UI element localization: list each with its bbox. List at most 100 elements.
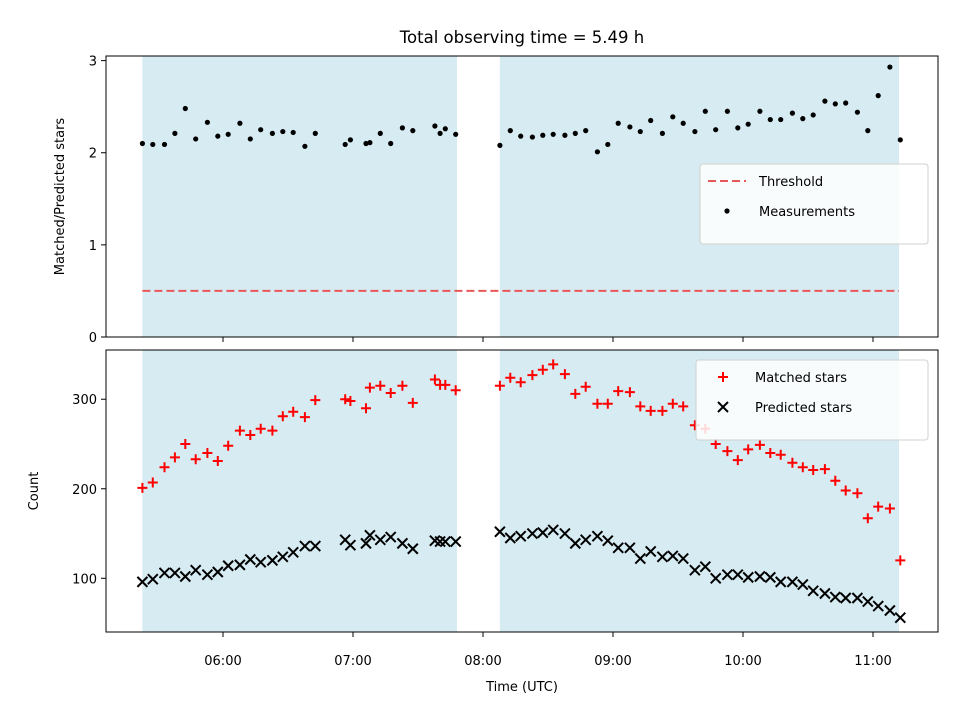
data-point — [494, 526, 506, 538]
data-point — [713, 127, 719, 133]
data-point — [645, 405, 656, 416]
y-axis-label: Count — [27, 472, 42, 511]
data-point — [764, 571, 777, 584]
data-point — [732, 568, 744, 581]
data-point — [692, 128, 698, 135]
data-point — [648, 117, 654, 124]
data-point — [822, 98, 828, 104]
data-point — [745, 121, 751, 127]
legend-box — [699, 163, 929, 245]
data-point — [515, 377, 526, 388]
data-point — [255, 423, 266, 434]
data-point — [277, 551, 289, 563]
data-point — [895, 555, 906, 566]
data-point — [497, 142, 503, 148]
data-point — [570, 388, 581, 399]
data-point — [615, 120, 621, 126]
data-point — [247, 136, 253, 142]
data-point — [245, 430, 256, 441]
data-point — [507, 128, 513, 134]
data-point — [136, 576, 149, 588]
data-point — [407, 397, 418, 408]
data-point — [767, 116, 773, 123]
data-point — [887, 64, 893, 70]
y-tick-label: 200 — [72, 483, 97, 498]
data-point — [627, 124, 633, 130]
data-point — [775, 449, 786, 460]
data-point — [364, 529, 376, 542]
data-point — [602, 534, 614, 547]
y-tick-label: 3 — [89, 55, 97, 70]
data-point — [215, 133, 221, 139]
data-point — [612, 542, 624, 554]
data-point — [527, 370, 538, 381]
data-point — [786, 576, 799, 588]
data-point — [559, 369, 570, 380]
axes-frame — [105, 349, 939, 633]
data-point — [832, 101, 838, 107]
data-point — [266, 554, 279, 567]
data-point — [244, 553, 257, 566]
data-point — [364, 382, 375, 393]
data-point — [797, 462, 808, 473]
data-point — [137, 482, 148, 493]
data-point — [680, 120, 686, 126]
data-point — [225, 131, 231, 137]
data-point — [637, 128, 643, 135]
data-point — [735, 125, 741, 131]
data-point — [667, 398, 678, 409]
data-point — [592, 398, 603, 409]
data-point — [158, 567, 171, 579]
data-point — [169, 567, 181, 579]
y-axis-label: Matched/Predicted stars — [53, 118, 68, 276]
data-point — [547, 524, 559, 536]
legend-label: Threshold — [758, 175, 823, 190]
data-point — [843, 100, 849, 106]
data-point — [267, 425, 278, 436]
data-point — [572, 130, 578, 136]
chart-title: Total observing time = 5.49 h — [399, 28, 644, 47]
data-point — [852, 488, 863, 499]
data-point — [591, 530, 604, 542]
data-point — [360, 537, 372, 550]
data-point — [550, 131, 556, 137]
data-point — [161, 141, 168, 148]
data-point — [873, 501, 884, 512]
data-point — [453, 131, 459, 137]
data-point — [699, 560, 712, 573]
data-point — [829, 591, 842, 603]
data-point — [721, 568, 734, 581]
data-point — [147, 477, 158, 488]
panel-counts: 100 200 300 06:00 07:00 08:00 09:00 10:00 11:00 C… — [27, 349, 939, 669]
data-point — [172, 130, 178, 136]
data-point — [212, 566, 224, 578]
data-point — [212, 456, 223, 467]
data-point — [884, 604, 896, 617]
data-point — [310, 395, 321, 406]
data-point — [659, 130, 666, 136]
data-point — [602, 398, 613, 409]
data-point — [722, 446, 733, 457]
legend-matched-swatch — [718, 372, 728, 382]
data-point — [774, 576, 787, 588]
data-point — [204, 119, 210, 125]
data-point — [302, 143, 308, 149]
data-point — [797, 578, 809, 591]
data-point — [800, 116, 806, 122]
data-point — [277, 411, 288, 422]
data-point — [634, 552, 647, 565]
x-tick-label: 10:00 — [724, 654, 761, 669]
data-point — [434, 535, 446, 548]
data-point — [724, 108, 731, 114]
data-point — [450, 385, 461, 396]
data-point — [689, 564, 701, 576]
data-point — [819, 587, 831, 600]
data-point — [258, 127, 264, 133]
data-point — [299, 540, 311, 552]
data-point — [340, 394, 351, 405]
data-point — [222, 560, 234, 572]
y-tick-label: 0 — [89, 331, 97, 346]
data-point — [342, 141, 348, 148]
data-point — [743, 444, 754, 455]
data-point — [807, 585, 819, 597]
